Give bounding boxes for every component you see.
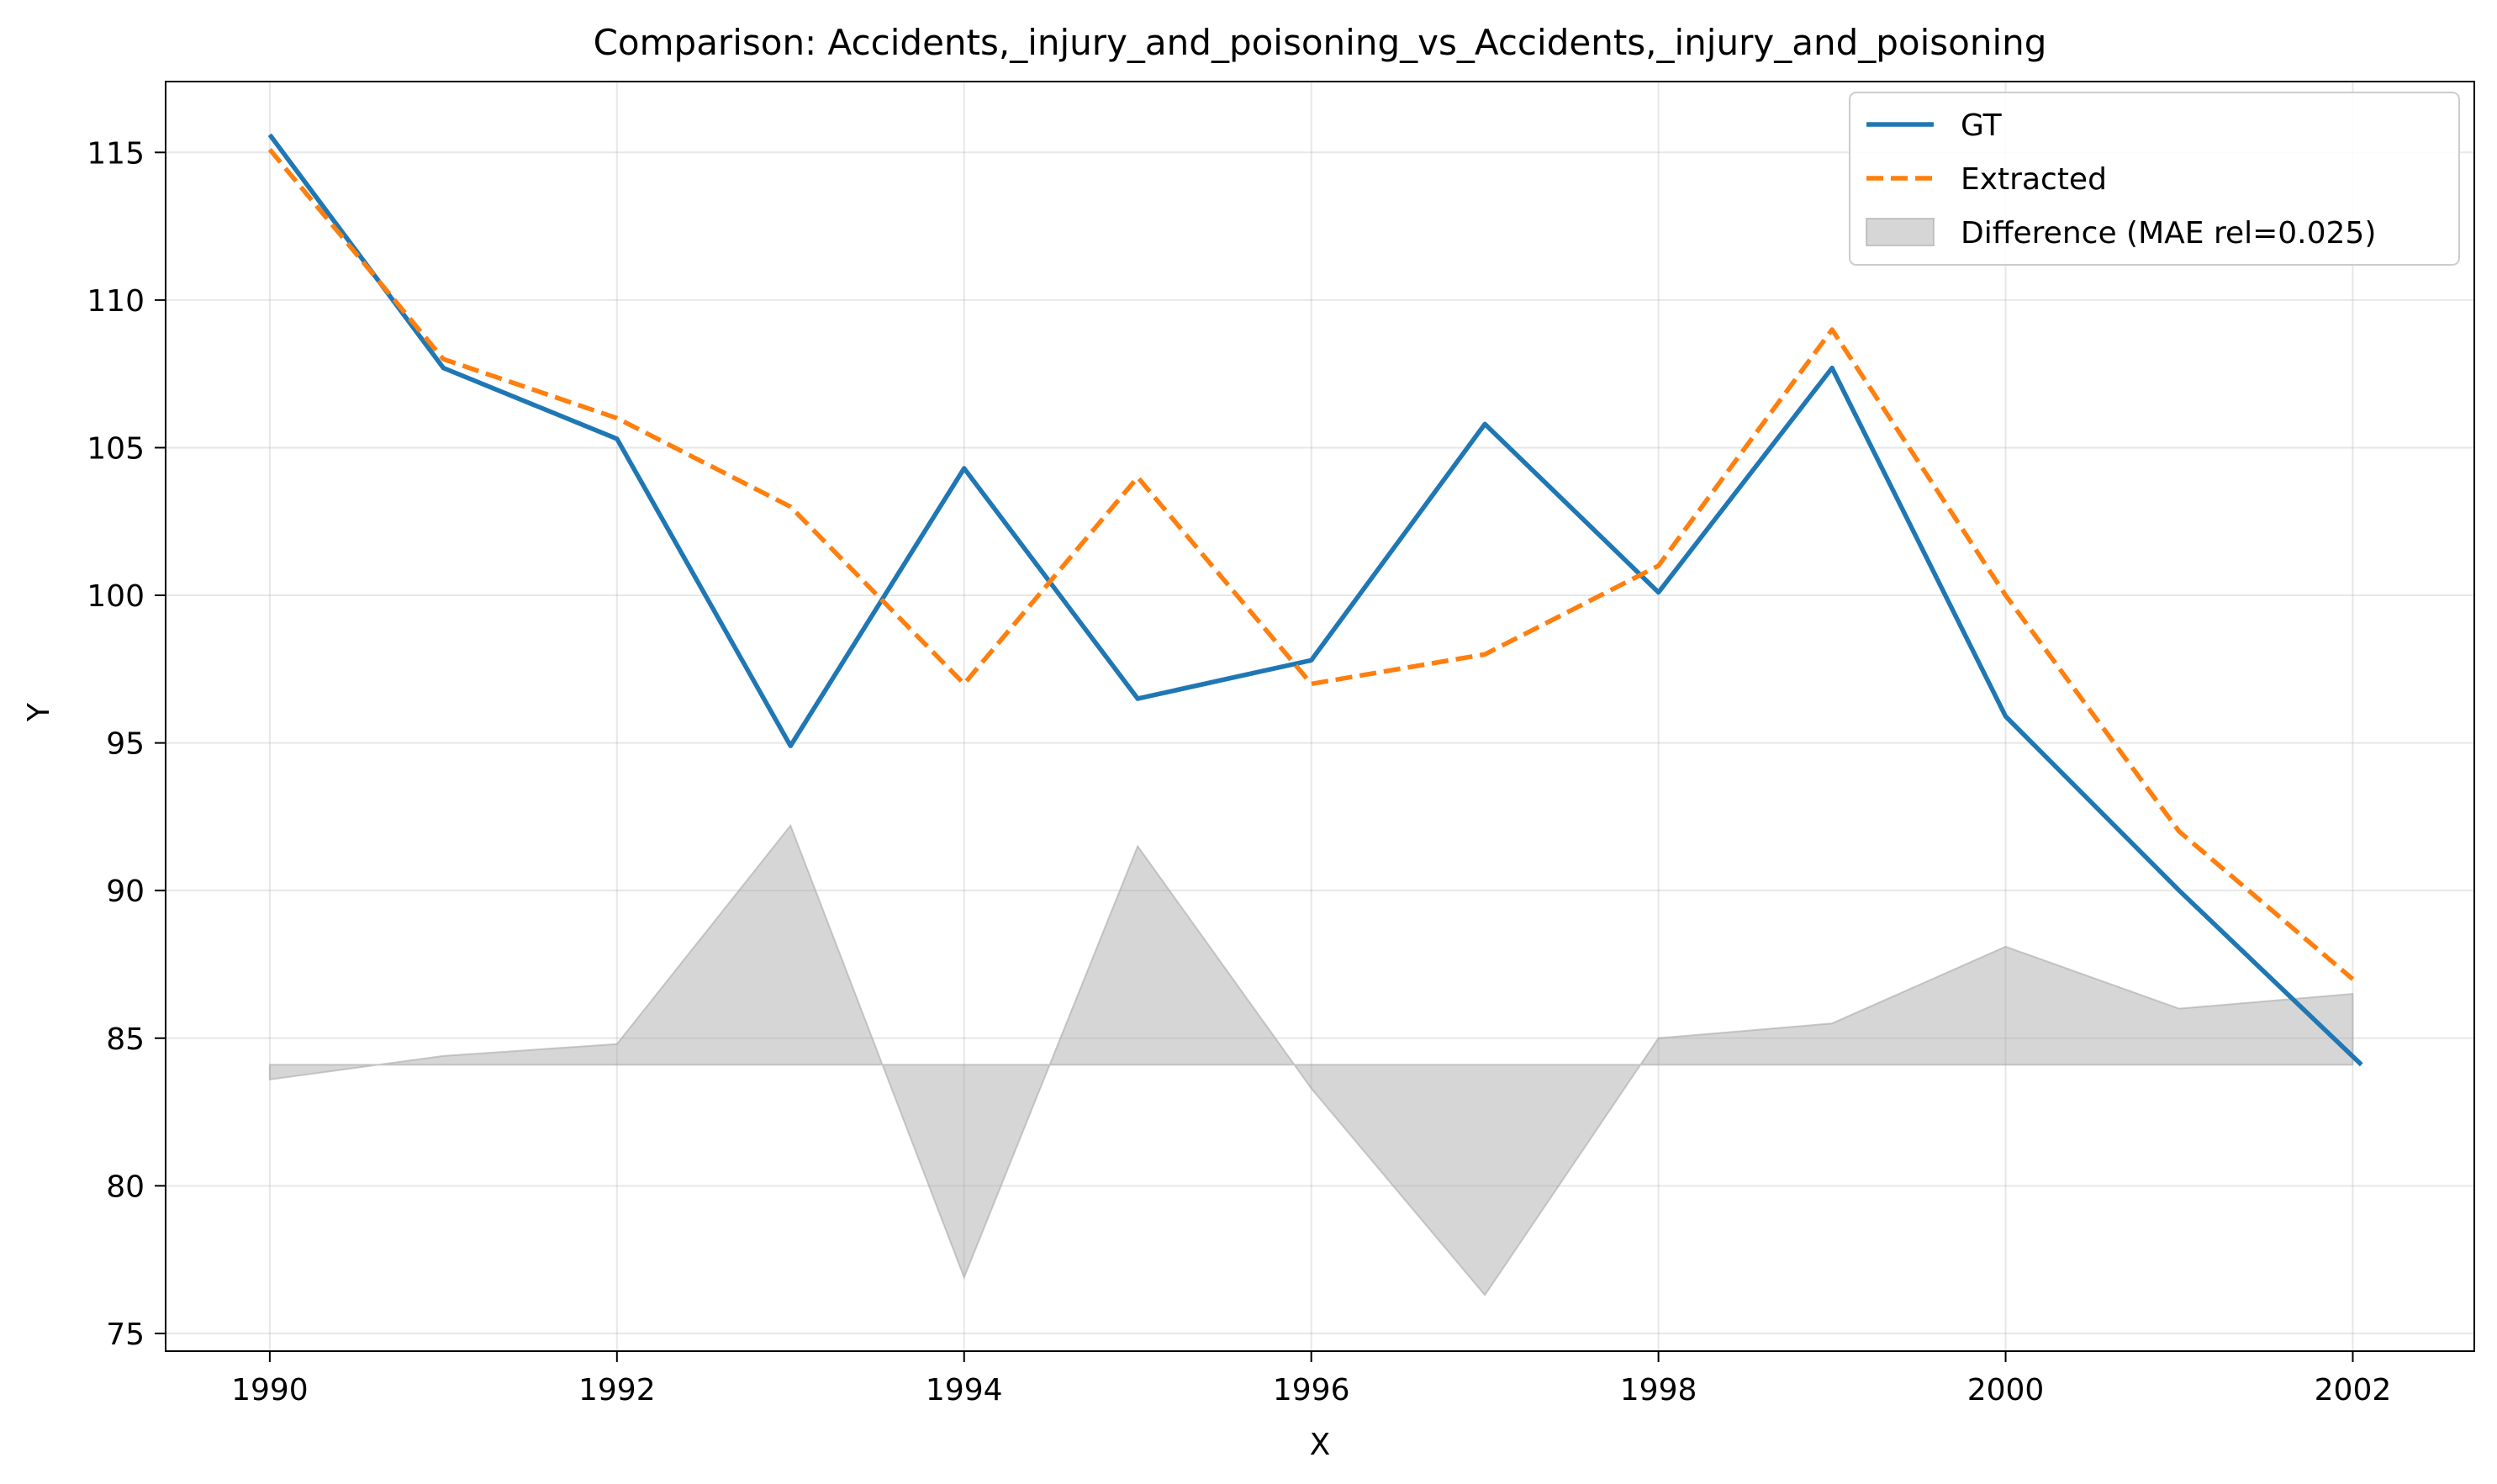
difference-area (268, 823, 2354, 1297)
x-tick-label-1998: 1998 (1620, 1373, 1697, 1407)
x-tick-label-1996: 1996 (1273, 1373, 1350, 1407)
y-tick-label-95: 95 (106, 727, 145, 762)
y-tick-label-105: 105 (87, 431, 145, 466)
y-tick-label-110: 110 (87, 284, 145, 319)
y-axis-label: Y (22, 702, 56, 722)
legend-handle-difference (1866, 218, 1935, 246)
x-tick-label-2000: 2000 (1967, 1373, 2045, 1407)
x-tick-label-1994: 1994 (926, 1373, 1003, 1407)
series-line-extracted (267, 148, 2355, 981)
y-tick-label-85: 85 (106, 1022, 145, 1057)
y-tick-label-115: 115 (87, 136, 145, 171)
y-tick-label-100: 100 (87, 579, 145, 614)
legend-label-difference: Difference (MAE rel=0.025) (1961, 216, 2376, 251)
x-tick-label-1990: 1990 (231, 1373, 309, 1407)
plot-frame (165, 81, 2475, 1352)
y-tick-label-90: 90 (106, 874, 145, 909)
y-tick-label-75: 75 (106, 1318, 145, 1352)
series-line-gt (267, 133, 2363, 1067)
legend-label-extracted: Extracted (1961, 162, 2107, 197)
x-axis-label: X (1310, 1428, 1331, 1462)
x-tick-label-2002: 2002 (2315, 1373, 2392, 1407)
chart-title: Comparison: Accidents,_injury_and_poison… (594, 22, 2047, 63)
legend-box (1849, 92, 2460, 266)
x-tick-label-1992: 1992 (578, 1373, 656, 1407)
legend-label-gt: GT (1961, 108, 2003, 143)
y-tick-label-80: 80 (106, 1170, 145, 1204)
